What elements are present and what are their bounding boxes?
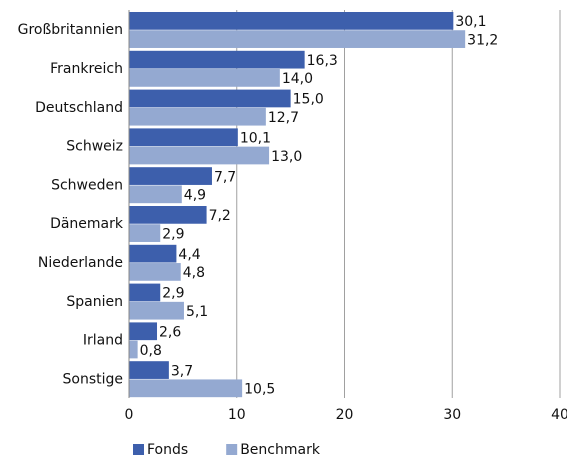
x-tick-label: 10: [228, 407, 246, 423]
bar: [129, 185, 182, 204]
bar: [129, 224, 161, 242]
legend-swatch: [226, 444, 238, 455]
value-label: 4,8: [183, 265, 205, 281]
legend-label: Fonds: [147, 442, 188, 458]
value-label: 2,9: [162, 286, 184, 302]
x-tick-label: 0: [125, 407, 134, 423]
value-label: 4,9: [184, 188, 206, 204]
y-tick-label: Irland: [83, 333, 123, 349]
bar: [129, 12, 454, 30]
value-label: 12,7: [268, 110, 299, 126]
bar: [129, 322, 158, 341]
value-label: 7,2: [209, 208, 231, 224]
y-tick-label: Schweden: [51, 177, 123, 193]
y-tick-label: Niederlande: [38, 255, 123, 271]
value-label: 3,7: [171, 363, 193, 379]
bar: [129, 244, 177, 263]
y-tick-label: Schweiz: [66, 139, 123, 155]
y-tick-label: Großbritannien: [18, 22, 123, 38]
bar: [129, 301, 184, 320]
bar: [129, 379, 243, 398]
y-tick-label: Dänemark: [50, 216, 124, 232]
value-label: 13,0: [271, 149, 302, 165]
value-label: 14,0: [282, 71, 313, 87]
value-label: 10,5: [244, 382, 275, 398]
y-tick-label: Sonstige: [63, 371, 124, 387]
bar: [129, 69, 280, 87]
value-label: 2,6: [159, 325, 181, 341]
legend-label: Benchmark: [240, 442, 321, 458]
bar: [129, 283, 161, 302]
value-label: 4,4: [178, 247, 200, 263]
bar: [129, 89, 291, 108]
value-label: 10,1: [240, 131, 271, 147]
bar: [129, 206, 207, 224]
value-label: 7,7: [214, 169, 236, 185]
bar: [129, 263, 181, 281]
y-tick-label: Spanien: [66, 294, 123, 310]
bar: [129, 50, 305, 69]
legend-swatch: [133, 444, 144, 455]
value-label: 15,0: [293, 92, 324, 108]
y-tick-label: Frankreich: [50, 61, 123, 77]
value-label: 31,2: [467, 32, 498, 48]
x-tick-label: 20: [336, 407, 354, 423]
value-label: 5,1: [186, 304, 208, 320]
bar: [129, 167, 212, 185]
bar: [129, 128, 238, 147]
bar: [129, 340, 138, 359]
value-label: 16,3: [307, 53, 338, 69]
bar: [129, 146, 270, 165]
value-label: 2,9: [162, 226, 184, 242]
x-tick-label: 40: [551, 407, 567, 423]
bar: [129, 30, 466, 48]
bar: [129, 361, 169, 379]
x-tick-label: 30: [443, 407, 461, 423]
y-tick-label: Deutschland: [35, 100, 123, 116]
value-label: 0,8: [140, 343, 162, 359]
bar: [129, 107, 266, 126]
value-label: 30,1: [455, 14, 486, 30]
